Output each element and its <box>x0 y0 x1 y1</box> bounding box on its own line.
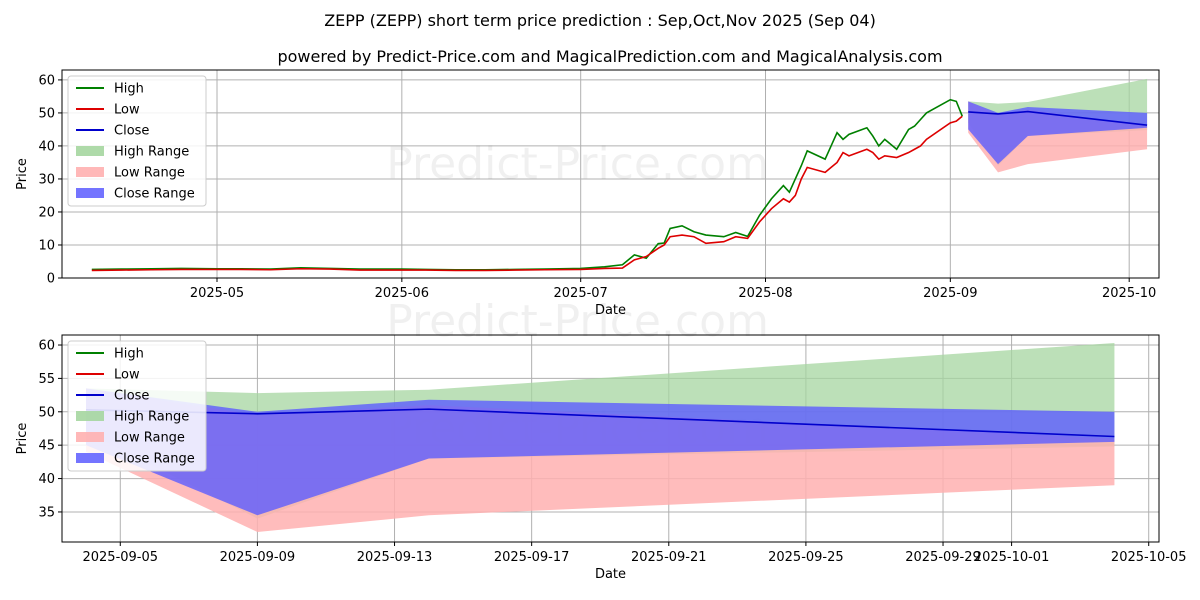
y-tick-label: 55 <box>38 372 55 387</box>
x-tick-label: 2025-09 <box>923 286 977 301</box>
y-tick-label: 0 <box>47 272 55 287</box>
y-tick-label: 30 <box>38 172 55 187</box>
legend-label: Close Range <box>114 452 195 467</box>
legend-label: High Range <box>114 145 189 160</box>
legend-swatch-patch <box>76 411 104 421</box>
watermark-secondary: Predict-Price.com <box>386 296 769 347</box>
y-tick-label: 20 <box>38 205 55 220</box>
plot-area <box>85 343 1115 532</box>
y-axis-label: Price <box>15 158 30 190</box>
x-tick-label: 2025-05 <box>190 286 244 301</box>
x-tick-label: 2025-09-29 <box>905 550 981 565</box>
high-series-line <box>91 98 963 271</box>
legend-label: Close <box>114 389 149 404</box>
y-tick-label: 35 <box>38 505 55 520</box>
y-axis-label: Price <box>15 423 30 455</box>
x-tick-label: 2025-09-13 <box>357 550 433 565</box>
bottom-chart: 35 40 45 50 55 60 2025-09-05 2025-09-09 2025-09-… <box>15 334 1187 582</box>
legend-label: Low <box>114 103 140 118</box>
legend-swatch-patch <box>76 453 104 463</box>
x-tick-label: 2025-10-01 <box>974 550 1050 565</box>
x-tick-label: 2025-07 <box>554 286 608 301</box>
x-tick-label: 2025-08 <box>738 286 792 301</box>
legend-label: Close <box>114 124 149 139</box>
plot-area <box>91 78 1148 272</box>
legend-swatch-patch <box>76 188 104 198</box>
x-tick-label: 2025-09-09 <box>220 550 296 565</box>
plot-frame <box>61 334 1160 543</box>
close-series-line <box>968 110 1148 126</box>
plot-frame <box>61 69 1160 279</box>
legend-label: High Range <box>114 410 189 425</box>
x-tick-label: 2025-10-05 <box>1111 550 1187 565</box>
legend-label: Low <box>114 368 140 383</box>
close-range-band <box>85 388 1115 516</box>
x-axis-label: Date <box>595 567 626 582</box>
legend-swatch-patch <box>76 432 104 442</box>
y-tick-label: 45 <box>38 439 55 454</box>
low-series-line <box>91 115 963 272</box>
watermark: Predict-Price.com <box>386 139 769 190</box>
y-tick-label: 50 <box>38 405 55 420</box>
y-tick-label: 60 <box>38 339 55 354</box>
chart-title: ZEPP (ZEPP) short term price prediction … <box>324 11 876 30</box>
legend-label: Close Range <box>114 187 195 202</box>
y-tick-label: 10 <box>38 238 55 253</box>
x-tick-label: 2025-09-21 <box>631 550 707 565</box>
legend-label: High <box>114 82 144 97</box>
x-tick-label: 2025-09-25 <box>768 550 844 565</box>
legend-label: Low Range <box>114 431 185 446</box>
top-chart: 0 10 20 30 40 50 60 2025-05 2025-06 2025-07 2025-0… <box>15 69 1160 347</box>
x-axis-label: Date <box>595 303 626 318</box>
x-tick-label: 2025-09-17 <box>494 550 570 565</box>
legend-label: High <box>114 347 144 362</box>
legend-swatch-patch <box>76 146 104 156</box>
chart-subtitle: powered by Predict-Price.com and Magical… <box>277 47 942 66</box>
close-range-band <box>968 101 1148 165</box>
y-tick-label: 40 <box>38 472 55 487</box>
y-tick-label: 50 <box>38 106 55 121</box>
y-tick-label: 60 <box>38 73 55 88</box>
x-tick-label: 2025-09-05 <box>82 550 158 565</box>
legend-label: Low Range <box>114 166 185 181</box>
x-tick-label: 2025-10 <box>1102 286 1156 301</box>
legend: High Low Close High Range Low Range Close Ran… <box>67 75 207 207</box>
legend: High Low Close High Range Low Range Close Ran… <box>67 340 207 472</box>
x-tick-label: 2025-06 <box>375 286 429 301</box>
legend-swatch-patch <box>76 167 104 177</box>
y-tick-label: 40 <box>38 139 55 154</box>
